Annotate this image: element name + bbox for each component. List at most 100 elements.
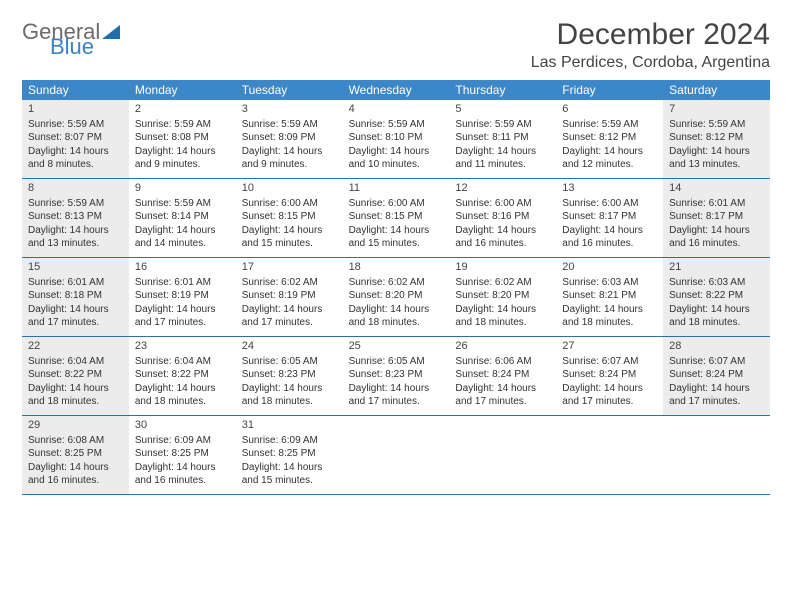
day-number: 25 [349, 339, 444, 354]
day-cell: 26Sunrise: 6:06 AMSunset: 8:24 PMDayligh… [449, 337, 556, 415]
day-number: 1 [28, 102, 123, 117]
day-info-line: Daylight: 14 hours [562, 145, 657, 159]
day-cell: 13Sunrise: 6:00 AMSunset: 8:17 PMDayligh… [556, 179, 663, 257]
day-info-line: Daylight: 14 hours [455, 303, 550, 317]
day-info-line: and 9 minutes. [135, 158, 230, 172]
logo: General Blue [22, 18, 120, 58]
header: General Blue December 2024 Las Perdices,… [22, 18, 770, 72]
day-info-line: Sunset: 8:22 PM [28, 368, 123, 382]
day-info-line: and 18 minutes. [562, 316, 657, 330]
day-cell: 27Sunrise: 6:07 AMSunset: 8:24 PMDayligh… [556, 337, 663, 415]
day-info-line: and 16 minutes. [28, 474, 123, 488]
day-info-line: and 14 minutes. [135, 237, 230, 251]
day-cell: 28Sunrise: 6:07 AMSunset: 8:24 PMDayligh… [663, 337, 770, 415]
day-info-line: Sunrise: 6:04 AM [135, 355, 230, 369]
day-number: 12 [455, 181, 550, 196]
day-info-line: Sunrise: 6:00 AM [562, 197, 657, 211]
day-info-line: Daylight: 14 hours [562, 382, 657, 396]
day-cell: 9Sunrise: 5:59 AMSunset: 8:14 PMDaylight… [129, 179, 236, 257]
day-info-line: Sunrise: 6:01 AM [28, 276, 123, 290]
day-cell: 2Sunrise: 5:59 AMSunset: 8:08 PMDaylight… [129, 100, 236, 178]
day-info-line: and 17 minutes. [242, 316, 337, 330]
day-info-line: Sunset: 8:19 PM [242, 289, 337, 303]
week-row: 15Sunrise: 6:01 AMSunset: 8:18 PM Dayligh… [22, 258, 770, 337]
day-info-line: Daylight: 14 hours [242, 382, 337, 396]
day-info-line: and 15 minutes. [349, 237, 444, 251]
day-number: 3 [242, 102, 337, 117]
day-info-line: and 10 minutes. [349, 158, 444, 172]
week-row: 22Sunrise: 6:04 AMSunset: 8:22 PMDayligh… [22, 337, 770, 416]
day-info-line: and 17 minutes. [28, 316, 123, 330]
weeks-container: 1Sunrise: 5:59 AMSunset: 8:07 PMDaylight… [22, 100, 770, 495]
day-info-line: Sunrise: 6:06 AM [455, 355, 550, 369]
day-number: 18 [349, 260, 444, 275]
day-number: 28 [669, 339, 764, 354]
day-cell: 24Sunrise: 6:05 AMSunset: 8:23 PMDayligh… [236, 337, 343, 415]
day-info-line: Sunset: 8:12 PM [562, 131, 657, 145]
day-info-line: and 16 minutes. [135, 474, 230, 488]
day-cell [663, 416, 770, 494]
day-info-line: and 16 minutes. [455, 237, 550, 251]
weekday-cell: Saturday [663, 80, 770, 100]
weekday-cell: Wednesday [343, 80, 450, 100]
day-info-line: and 16 minutes. [562, 237, 657, 251]
day-number: 6 [562, 102, 657, 117]
day-cell: 3Sunrise: 5:59 AMSunset: 8:09 PMDaylight… [236, 100, 343, 178]
day-number: 19 [455, 260, 550, 275]
day-cell [556, 416, 663, 494]
day-info-line: Sunrise: 5:59 AM [562, 118, 657, 132]
day-cell: 14Sunrise: 6:01 AMSunset: 8:17 PMDayligh… [663, 179, 770, 257]
day-cell: 31Sunrise: 6:09 AMSunset: 8:25 PMDayligh… [236, 416, 343, 494]
day-info-line: Daylight: 14 hours [562, 224, 657, 238]
day-cell: 6Sunrise: 5:59 AMSunset: 8:12 PMDaylight… [556, 100, 663, 178]
day-info-line: Daylight: 14 hours [28, 224, 123, 238]
day-cell [343, 416, 450, 494]
day-info-line: Sunrise: 5:59 AM [135, 197, 230, 211]
day-info-line: Sunset: 8:11 PM [455, 131, 550, 145]
title-block: December 2024 Las Perdices, Cordoba, Arg… [531, 18, 770, 72]
day-info-line: Sunset: 8:21 PM [562, 289, 657, 303]
day-info-line: Sunrise: 6:05 AM [349, 355, 444, 369]
day-info-line: Sunset: 8:25 PM [242, 447, 337, 461]
day-number: 7 [669, 102, 764, 117]
day-info-line: Daylight: 14 hours [242, 224, 337, 238]
day-number: 8 [28, 181, 123, 196]
day-info-line: Sunset: 8:13 PM [28, 210, 123, 224]
day-info-line: Sunrise: 6:07 AM [562, 355, 657, 369]
day-info-line: Sunset: 8:08 PM [135, 131, 230, 145]
calendar: SundayMondayTuesdayWednesdayThursdayFrid… [22, 80, 770, 495]
day-info-line: Daylight: 14 hours [669, 145, 764, 159]
day-number: 26 [455, 339, 550, 354]
day-cell: 10Sunrise: 6:00 AMSunset: 8:15 PMDayligh… [236, 179, 343, 257]
day-number: 24 [242, 339, 337, 354]
day-cell: 21Sunrise: 6:03 AMSunset: 8:22 PMDayligh… [663, 258, 770, 336]
day-cell: 8Sunrise: 5:59 AMSunset: 8:13 PMDaylight… [22, 179, 129, 257]
day-info-line: Sunset: 8:18 PM [28, 289, 123, 303]
day-info-line: and 9 minutes. [242, 158, 337, 172]
day-info-line: and 18 minutes. [349, 316, 444, 330]
day-info-line: Sunset: 8:15 PM [242, 210, 337, 224]
day-number: 4 [349, 102, 444, 117]
day-info-line: Sunrise: 6:07 AM [669, 355, 764, 369]
day-info-line: Sunrise: 6:09 AM [242, 434, 337, 448]
day-info-line: Sunset: 8:24 PM [669, 368, 764, 382]
day-info-line: Sunrise: 6:02 AM [349, 276, 444, 290]
day-info-line: Sunrise: 5:59 AM [669, 118, 764, 132]
day-number: 5 [455, 102, 550, 117]
day-info-line: Sunset: 8:25 PM [28, 447, 123, 461]
day-cell: 4Sunrise: 5:59 AMSunset: 8:10 PMDaylight… [343, 100, 450, 178]
day-info-line: Daylight: 14 hours [669, 303, 764, 317]
day-number: 30 [135, 418, 230, 433]
day-info-line: Sunrise: 6:01 AM [669, 197, 764, 211]
day-cell: 18Sunrise: 6:02 AMSunset: 8:20 PMDayligh… [343, 258, 450, 336]
day-number: 15 [28, 260, 123, 275]
day-info-line: and 11 minutes. [455, 158, 550, 172]
weekday-cell: Friday [556, 80, 663, 100]
day-info-line: Sunset: 8:20 PM [455, 289, 550, 303]
day-info-line: and 16 minutes. [669, 237, 764, 251]
day-info-line: and 13 minutes. [669, 158, 764, 172]
day-info-line: Daylight: 14 hours [28, 145, 123, 159]
day-cell: 23Sunrise: 6:04 AMSunset: 8:22 PMDayligh… [129, 337, 236, 415]
weekday-cell: Monday [129, 80, 236, 100]
day-number: 17 [242, 260, 337, 275]
